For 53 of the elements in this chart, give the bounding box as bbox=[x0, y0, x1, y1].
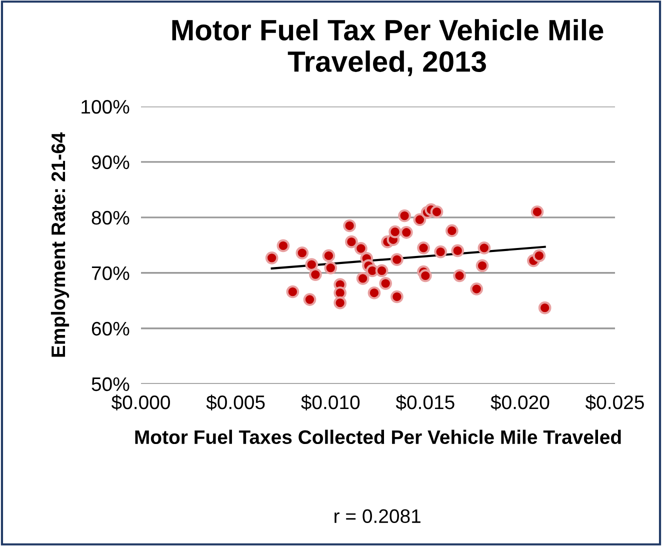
point bbox=[368, 286, 381, 300]
y-tick-label: 50% bbox=[92, 377, 130, 392]
point bbox=[356, 272, 370, 285]
point bbox=[418, 269, 432, 282]
x-axis-title: Motor Fuel Taxes Collected Per Vehicle Mile Traveled bbox=[135, 430, 621, 444]
point bbox=[343, 219, 356, 232]
point bbox=[345, 235, 358, 248]
point bbox=[265, 251, 278, 264]
point bbox=[430, 205, 444, 218]
x-tick-label: $0.000 bbox=[111, 394, 170, 410]
y-tick-label: 90% bbox=[92, 155, 130, 170]
point bbox=[434, 245, 447, 258]
y-tick-label: 60% bbox=[92, 322, 130, 336]
chart-title: Motor Fuel Tax Per Vehicle Mile Traveled, 2013 bbox=[172, 19, 604, 76]
x-tick-label: $0.005 bbox=[206, 394, 265, 410]
x-tick-label: $0.010 bbox=[301, 394, 360, 410]
point bbox=[324, 261, 338, 274]
point bbox=[470, 282, 484, 296]
point bbox=[453, 269, 466, 282]
point bbox=[334, 296, 347, 310]
point bbox=[388, 225, 402, 238]
x-tick-label: $0.025 bbox=[585, 394, 644, 410]
point bbox=[379, 277, 392, 290]
point bbox=[296, 246, 309, 260]
point bbox=[303, 293, 316, 306]
y-axis-title: Employment Rate: 21-64 bbox=[50, 132, 70, 357]
point bbox=[390, 290, 404, 304]
point bbox=[286, 285, 300, 298]
x-tick-label: $0.015 bbox=[396, 394, 454, 410]
point bbox=[322, 249, 336, 262]
point bbox=[446, 224, 458, 238]
point bbox=[417, 242, 430, 254]
y-tick-label: 80% bbox=[92, 210, 130, 225]
point bbox=[375, 264, 388, 278]
point bbox=[334, 286, 347, 300]
point bbox=[476, 259, 489, 272]
point bbox=[354, 242, 368, 255]
point bbox=[390, 253, 404, 266]
point bbox=[478, 242, 491, 254]
point bbox=[532, 249, 546, 262]
point bbox=[451, 244, 464, 258]
x-tick-label: $0.020 bbox=[490, 394, 550, 410]
point bbox=[309, 268, 322, 281]
point bbox=[413, 213, 426, 226]
point bbox=[530, 205, 544, 218]
point bbox=[305, 258, 318, 271]
point bbox=[276, 239, 290, 252]
y-tick-label: 70% bbox=[92, 266, 130, 280]
point bbox=[538, 301, 552, 314]
text: r = 0.2081 bbox=[334, 509, 420, 524]
y-tick-label: 100% bbox=[82, 100, 130, 114]
point bbox=[398, 209, 411, 222]
point bbox=[400, 226, 413, 239]
